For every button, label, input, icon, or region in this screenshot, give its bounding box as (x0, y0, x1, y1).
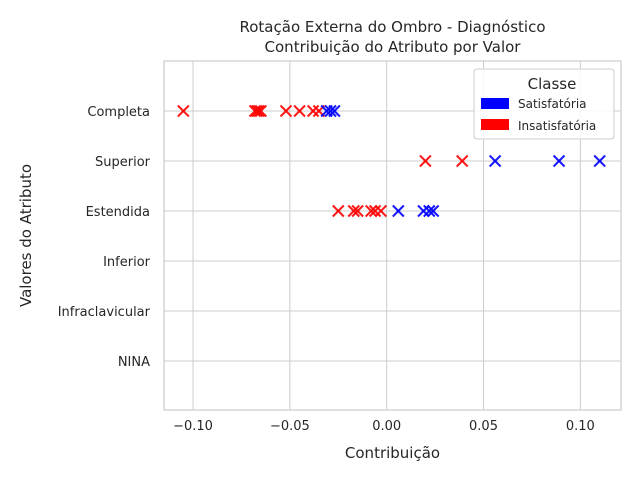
legend-swatch-insatisfatoria (481, 119, 509, 130)
data-point (419, 154, 432, 168)
legend: Classe Satisfatória Insatisfatória (473, 68, 615, 140)
data-point (177, 104, 190, 118)
y-axis-label: Valores do Atributo (17, 164, 35, 307)
data-point (279, 104, 293, 118)
legend-label-satisfatoria: Satisfatória (518, 97, 587, 111)
data-point (423, 204, 436, 218)
x-tick-label: 0.10 (566, 419, 595, 434)
x-tick-label: −0.10 (173, 419, 213, 434)
grid-lines (164, 61, 621, 410)
y-tick-label: Inferior (103, 255, 151, 270)
data-point (374, 204, 388, 218)
data-point (306, 104, 320, 118)
plot-frame (163, 60, 622, 411)
y-tick-label: Superior (95, 155, 151, 170)
legend-title: Classe (528, 75, 577, 93)
legend-label-insatisfatoria: Insatisfatória (518, 119, 596, 133)
data-point (593, 154, 606, 168)
data-point (368, 204, 382, 218)
legend-swatch-satisfatoria (481, 98, 509, 109)
x-tick-label: 0.00 (372, 419, 401, 434)
data-point (252, 104, 266, 118)
data-point (254, 104, 268, 118)
data-point (417, 204, 430, 218)
y-tick-label: Completa (87, 105, 150, 120)
data-point (248, 104, 262, 118)
data-point (332, 204, 345, 218)
y-tick-label: Estendida (86, 205, 150, 220)
chart-title-line-1: Rotação Externa do Ombro - Diagnóstico (240, 18, 546, 36)
tick-labels: −0.10 −0.05 0.00 0.05 0.10 Completa Superior Es… (58, 105, 595, 434)
data-point (456, 154, 469, 168)
data-points (177, 104, 606, 218)
x-axis-label: Contribuição (345, 444, 440, 462)
data-point (324, 104, 337, 118)
data-point (351, 204, 364, 218)
data-point (293, 104, 306, 118)
data-point (488, 154, 502, 168)
data-point (426, 204, 440, 218)
y-tick-label: NINA (118, 355, 150, 370)
x-tick-label: 0.05 (469, 419, 498, 434)
data-point (347, 204, 360, 218)
data-point (392, 204, 405, 218)
x-tick-label: −0.05 (270, 419, 310, 434)
data-point (552, 154, 566, 168)
data-point (364, 204, 378, 218)
chart-title-line-2: Contribuição do Atributo por Valor (265, 38, 522, 56)
data-point (250, 104, 264, 118)
y-tick-label: Infraclavicular (58, 305, 151, 320)
data-point (328, 104, 341, 118)
